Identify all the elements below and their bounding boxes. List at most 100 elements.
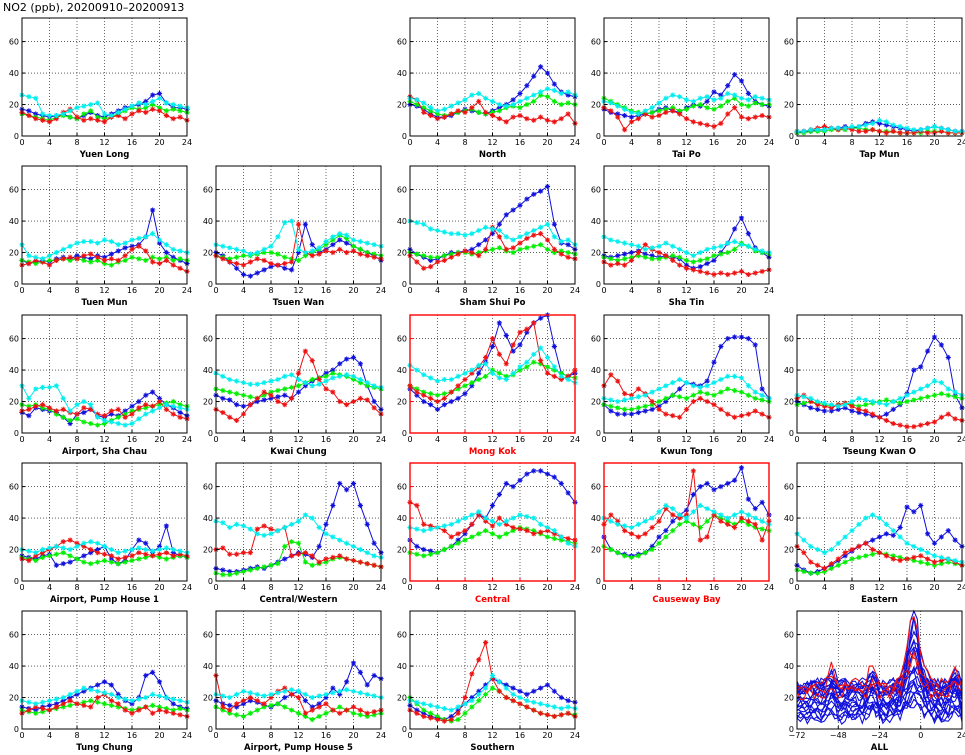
data-point — [510, 207, 516, 213]
data-point — [945, 127, 951, 133]
data-point — [544, 86, 551, 92]
data-point — [544, 237, 551, 243]
data-point — [74, 543, 80, 549]
data-point — [220, 704, 226, 710]
data-point — [143, 551, 149, 557]
x-tick-label: 20 — [736, 138, 746, 147]
data-point — [738, 518, 745, 524]
data-point — [476, 698, 482, 704]
data-point — [608, 262, 614, 268]
data-point — [455, 383, 461, 389]
data-point — [931, 130, 938, 136]
data-point — [649, 524, 655, 531]
data-point — [434, 398, 441, 405]
data-point — [143, 101, 149, 108]
data-point — [677, 262, 683, 268]
data-point — [725, 411, 731, 417]
data-point — [544, 682, 551, 688]
data-point — [870, 512, 876, 518]
data-point — [357, 669, 363, 675]
y-tick-label: 60 — [784, 335, 794, 344]
data-point — [622, 262, 628, 268]
data-point — [170, 254, 176, 260]
data-point — [856, 543, 862, 549]
data-point — [364, 240, 370, 246]
data-point — [122, 422, 128, 428]
data-point — [163, 100, 169, 106]
data-point — [295, 389, 302, 395]
data-point — [683, 380, 690, 386]
data-point — [558, 537, 564, 543]
x-tick-label: 24 — [570, 435, 580, 444]
data-point — [67, 108, 73, 114]
data-point — [434, 111, 441, 117]
data-point — [483, 354, 489, 361]
data-point — [489, 109, 496, 115]
data-point — [275, 387, 281, 394]
data-point — [150, 254, 156, 260]
data-point — [565, 373, 571, 379]
data-point — [81, 103, 87, 109]
x-tick-label: 0 — [407, 583, 412, 592]
x-tick-label: 4 — [435, 583, 440, 592]
data-point — [863, 411, 869, 417]
data-point — [759, 95, 765, 101]
data-point — [309, 553, 315, 559]
data-point — [26, 557, 32, 564]
data-point — [428, 551, 434, 557]
data-point — [26, 94, 32, 100]
y-tick-label: 0 — [402, 280, 407, 289]
data-point — [745, 518, 751, 524]
data-point — [738, 389, 745, 395]
y-tick-label: 20 — [591, 398, 601, 407]
data-point — [670, 243, 676, 249]
x-tick-label: 20 — [929, 138, 939, 147]
data-point — [856, 123, 862, 130]
data-point — [938, 128, 944, 134]
data-point — [122, 559, 128, 565]
data-point — [608, 100, 614, 106]
data-point — [240, 688, 247, 694]
data-point — [558, 376, 564, 383]
data-point — [945, 386, 951, 392]
data-point — [503, 694, 509, 701]
data-point — [261, 701, 267, 707]
data-point — [565, 249, 571, 256]
data-point — [615, 260, 621, 267]
data-point — [538, 64, 544, 70]
data-point — [295, 376, 302, 383]
data-point — [275, 251, 281, 257]
data-point — [622, 240, 628, 246]
data-point — [558, 694, 564, 701]
data-point — [642, 108, 648, 114]
data-point — [282, 254, 288, 260]
data-point — [752, 342, 758, 348]
data-point — [925, 561, 931, 567]
data-point — [268, 243, 274, 249]
data-point — [421, 105, 427, 111]
data-point — [690, 259, 696, 265]
data-point — [129, 408, 135, 414]
data-point — [711, 380, 717, 386]
station-label: Tuen Mun — [81, 298, 127, 308]
x-tick-label: 12 — [293, 435, 303, 444]
y-tick-label: 60 — [784, 38, 794, 47]
data-point — [821, 403, 828, 409]
data-point — [337, 710, 343, 716]
x-tick-label: 20 — [154, 731, 164, 740]
data-point — [469, 383, 475, 389]
data-point — [177, 548, 183, 554]
data-point — [421, 713, 427, 720]
y-tick-label: 60 — [591, 186, 601, 195]
data-point — [455, 537, 461, 543]
y-tick-label: 0 — [208, 280, 213, 289]
data-point — [821, 123, 828, 130]
data-point — [428, 402, 434, 408]
data-point — [254, 531, 260, 537]
data-point — [60, 694, 66, 701]
data-point — [136, 100, 142, 106]
data-point — [240, 403, 247, 409]
x-tick-label: 4 — [822, 435, 827, 444]
data-point — [565, 92, 571, 98]
